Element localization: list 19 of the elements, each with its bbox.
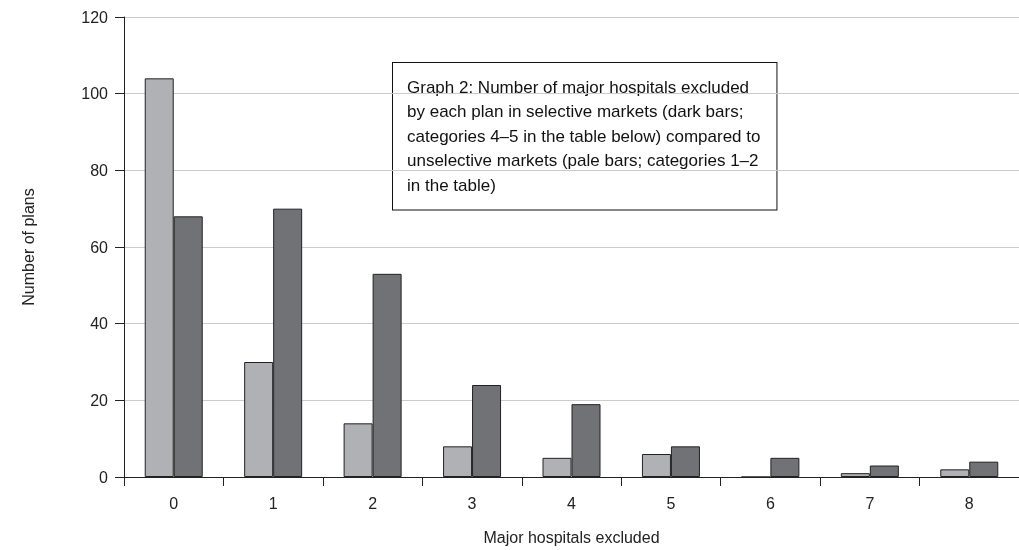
x-tick-label: 4 <box>567 494 577 512</box>
x-tick-label: 5 <box>666 494 676 512</box>
y-tick-label: 0 <box>99 468 109 486</box>
y-tick-label: 20 <box>90 391 109 409</box>
x-tick-label: 6 <box>765 494 775 512</box>
annotation: Graph 2: Number of major hospitals excluded by each plan in selective markets (dark bars; categories 4–5 in the table below) compared to unselective markets (pale bars; categories 1–2 in the table) <box>407 77 761 195</box>
x-tick-label: 8 <box>964 494 974 512</box>
x-tick-label: 0 <box>169 494 179 512</box>
x-tick-label: 7 <box>865 494 875 512</box>
y-tick-label: 40 <box>90 315 109 333</box>
x-tick-label: 3 <box>467 494 477 512</box>
y-tick-label: 100 <box>81 85 109 103</box>
y-tick-label: 60 <box>90 238 109 256</box>
x-tick-label: 2 <box>368 494 378 512</box>
y-axis-title: Number of plans <box>19 188 37 306</box>
x-axis-title: Major hospitals excluded <box>483 528 660 546</box>
y-tick-label: 80 <box>90 161 109 179</box>
y-tick-label: 120 <box>81 8 109 26</box>
x-tick-label: 1 <box>268 494 278 512</box>
